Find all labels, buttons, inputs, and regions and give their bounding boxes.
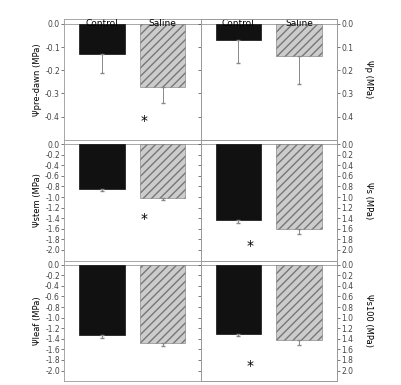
Y-axis label: Ψleaf (MPa): Ψleaf (MPa) <box>33 296 43 345</box>
Bar <box>216 24 261 40</box>
Y-axis label: Ψpre-dawn (MPa): Ψpre-dawn (MPa) <box>33 43 43 116</box>
Text: Control: Control <box>222 19 255 28</box>
Text: *: * <box>247 359 254 373</box>
Text: Saline: Saline <box>285 19 313 28</box>
Y-axis label: Ψstem (MPa): Ψstem (MPa) <box>33 173 43 227</box>
Bar <box>276 265 322 340</box>
Y-axis label: Ψs (MPa): Ψs (MPa) <box>364 182 373 219</box>
Y-axis label: Ψs100 (MPa): Ψs100 (MPa) <box>364 295 373 347</box>
Text: *: * <box>141 212 148 226</box>
Bar <box>276 144 322 229</box>
Bar <box>140 144 185 198</box>
Text: *: * <box>141 114 148 128</box>
Bar <box>140 265 185 343</box>
Bar <box>276 24 322 56</box>
Text: *: * <box>247 239 254 253</box>
Text: Saline: Saline <box>149 19 176 28</box>
Y-axis label: Ψp (MPa): Ψp (MPa) <box>364 60 373 99</box>
Bar <box>79 24 125 54</box>
Bar <box>216 265 261 333</box>
Bar <box>79 144 125 189</box>
Bar <box>79 265 125 335</box>
Bar <box>216 144 261 220</box>
Bar <box>140 24 185 87</box>
Text: Control: Control <box>86 19 118 28</box>
